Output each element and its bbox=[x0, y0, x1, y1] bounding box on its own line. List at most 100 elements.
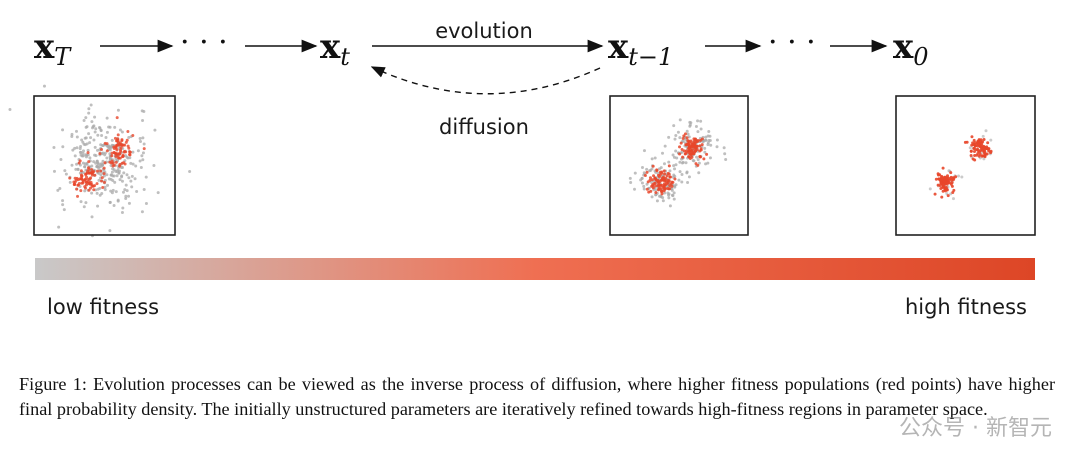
diffusion-label: diffusion bbox=[439, 115, 529, 139]
point bbox=[127, 201, 131, 205]
point bbox=[131, 133, 135, 137]
point bbox=[127, 176, 131, 180]
point bbox=[76, 167, 80, 171]
point bbox=[639, 178, 643, 182]
point bbox=[88, 156, 92, 160]
point bbox=[112, 163, 116, 167]
point bbox=[156, 191, 160, 195]
math-sub: 0 bbox=[913, 43, 928, 71]
point bbox=[976, 144, 980, 148]
point bbox=[126, 156, 130, 160]
point bbox=[667, 135, 671, 139]
point bbox=[124, 154, 128, 158]
point bbox=[655, 168, 659, 172]
figure: xT · · · xt evolution diffusion xt−1 · ·… bbox=[8, 19, 1036, 319]
point bbox=[120, 175, 124, 179]
point bbox=[83, 177, 87, 181]
point bbox=[98, 193, 102, 197]
point bbox=[61, 128, 65, 132]
point bbox=[674, 183, 678, 187]
point bbox=[116, 168, 120, 172]
point bbox=[650, 167, 654, 171]
point bbox=[660, 151, 664, 155]
point bbox=[124, 194, 128, 198]
point bbox=[101, 159, 105, 163]
point bbox=[130, 174, 134, 178]
point bbox=[58, 187, 62, 191]
point bbox=[84, 186, 88, 190]
point bbox=[57, 225, 61, 229]
point bbox=[82, 119, 86, 123]
point bbox=[939, 181, 943, 185]
point bbox=[696, 163, 700, 167]
point bbox=[73, 154, 77, 158]
point bbox=[650, 157, 654, 161]
point bbox=[108, 160, 112, 164]
point bbox=[938, 184, 942, 188]
point bbox=[950, 184, 954, 188]
point bbox=[655, 199, 659, 203]
point bbox=[954, 175, 958, 179]
dashed-arrow bbox=[370, 66, 601, 95]
point bbox=[101, 151, 105, 155]
point bbox=[85, 142, 89, 146]
point bbox=[119, 148, 123, 152]
point bbox=[683, 132, 687, 136]
point bbox=[105, 173, 109, 177]
point bbox=[969, 153, 973, 157]
point bbox=[642, 149, 646, 153]
point bbox=[90, 167, 94, 171]
point bbox=[109, 145, 113, 149]
point bbox=[672, 164, 676, 168]
point bbox=[951, 178, 955, 182]
point bbox=[665, 182, 669, 186]
point bbox=[978, 142, 982, 146]
point bbox=[982, 137, 986, 141]
point bbox=[121, 206, 125, 210]
point bbox=[103, 188, 107, 192]
point bbox=[703, 150, 707, 154]
point bbox=[684, 152, 688, 156]
point bbox=[667, 160, 671, 164]
point bbox=[678, 160, 682, 164]
math-base: x bbox=[320, 27, 341, 67]
point bbox=[120, 138, 124, 142]
point bbox=[687, 175, 691, 179]
point bbox=[694, 139, 698, 143]
point bbox=[972, 150, 976, 154]
point bbox=[715, 138, 719, 142]
point bbox=[105, 116, 109, 120]
point bbox=[127, 135, 131, 139]
point bbox=[933, 192, 937, 196]
point bbox=[78, 147, 82, 151]
point bbox=[642, 187, 646, 191]
point bbox=[8, 108, 12, 112]
point bbox=[80, 138, 84, 142]
point bbox=[79, 189, 83, 193]
point bbox=[667, 196, 671, 200]
point bbox=[106, 145, 110, 149]
point bbox=[121, 190, 125, 194]
point bbox=[90, 173, 94, 177]
point bbox=[136, 149, 140, 153]
point bbox=[124, 197, 128, 201]
point bbox=[984, 129, 988, 133]
point bbox=[706, 143, 710, 147]
point bbox=[680, 180, 684, 184]
point bbox=[654, 193, 658, 197]
point bbox=[946, 194, 950, 198]
point bbox=[696, 158, 700, 162]
point bbox=[673, 185, 677, 189]
point bbox=[702, 157, 706, 161]
point bbox=[936, 172, 940, 176]
point bbox=[724, 157, 728, 161]
point bbox=[113, 180, 117, 184]
point bbox=[980, 146, 984, 150]
point bbox=[671, 153, 675, 157]
point bbox=[79, 169, 83, 173]
point bbox=[104, 136, 108, 140]
point bbox=[142, 188, 146, 192]
point bbox=[90, 191, 94, 195]
point bbox=[96, 148, 100, 152]
point bbox=[106, 183, 110, 187]
